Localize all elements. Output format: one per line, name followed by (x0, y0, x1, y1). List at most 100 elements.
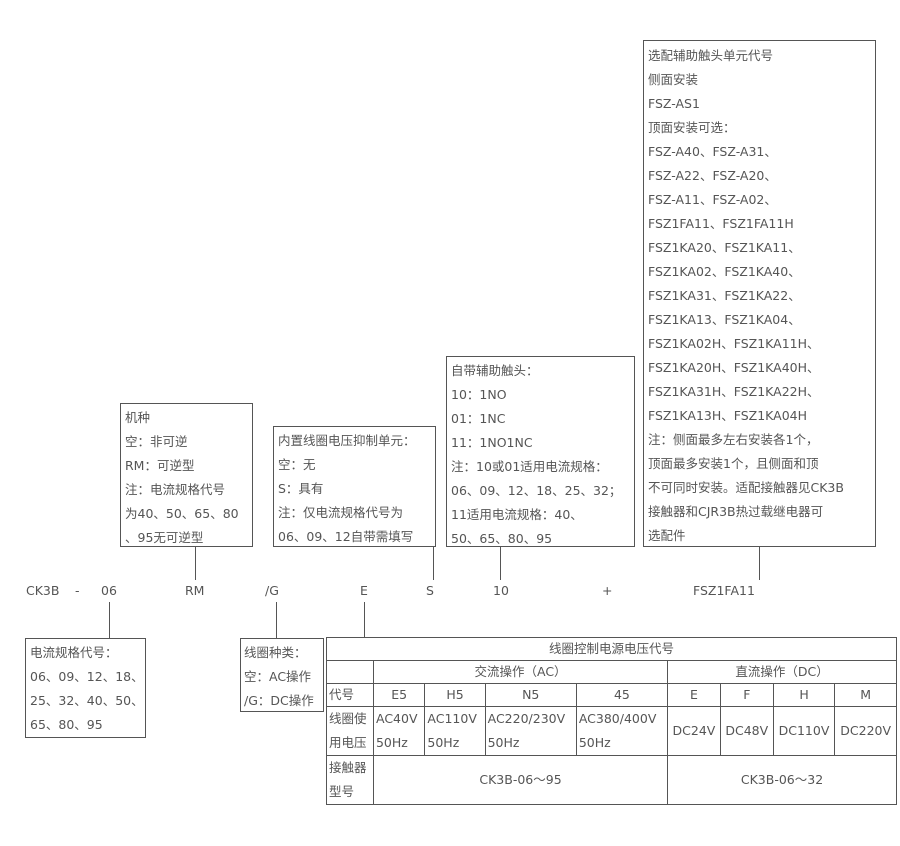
text-line: 电流规格代号： (30, 645, 118, 660)
connector (433, 546, 434, 580)
ac-model: CK3B-06～95 (372, 755, 669, 805)
text-line: AC380/400V (578, 711, 657, 726)
text-line: AC40V (375, 711, 418, 726)
code-voltage: E (360, 583, 368, 598)
text-line: FSZ-A40、FSZ-A31、 (648, 144, 777, 159)
text-line: FSZ1KA13H、FSZ1KA04H (648, 408, 808, 423)
text-line: 型号 (329, 784, 355, 799)
box-aux-contact: 自带辅助触头： 10：1NO 01：1NC 11：1NO1NC 注：10或01适用电流规… (446, 356, 635, 547)
code-aux: 10 (493, 583, 509, 598)
voltage-cell: DC24V (667, 706, 721, 756)
text-line: 、95无可逆型 (125, 530, 204, 545)
connector (759, 546, 760, 580)
text-line: 注：仅电流规格代号为 (278, 505, 404, 520)
text-line: AC220/230V (487, 711, 566, 726)
text-line: FSZ1KA02、FSZ1KA40、 (648, 264, 801, 279)
code-optional: FSZ1FA11 (693, 583, 755, 598)
text-line: 注：10或01适用电流规格： (451, 459, 608, 474)
dc-header: 直流操作（DC） (667, 660, 897, 684)
code-cell: E5 (372, 683, 426, 707)
text-line: FSZ-A11、FSZ-A02、 (648, 192, 777, 207)
text-line: FSZ1KA31H、FSZ1KA22H、 (648, 384, 820, 399)
voltage-cell: AC110V 50Hz (424, 706, 486, 756)
voltage-cell: DC220V (834, 706, 897, 756)
connector (109, 602, 110, 638)
code-suppressor: S (426, 583, 434, 598)
text-line: 接触器 (329, 760, 367, 775)
text-line: 接触器和CJR3B热过载继电器可 (648, 504, 824, 519)
text-line: 25、32、40、50、 (30, 693, 144, 708)
text-line: 线圈种类： (244, 645, 307, 660)
text-line: 顶面安装可选： (648, 120, 736, 135)
connector (276, 602, 277, 638)
text-line: 内置线圈电压抑制单元： (278, 433, 416, 448)
text-line: 空：无 (278, 457, 316, 472)
box-current-code: 电流规格代号： 06、09、12、18、 25、32、40、50、 65、80、95 (25, 638, 146, 738)
code-current: 06 (101, 583, 117, 598)
text-line: 50Hz (578, 735, 611, 750)
code-label: 代号 (326, 683, 374, 707)
voltage-cell: AC220/230V 50Hz (484, 706, 577, 756)
text-line: 11适用电流规格：40、 (451, 507, 583, 522)
voltage-cell: AC380/400V 50Hz (575, 706, 669, 756)
text-line: FSZ1KA31、FSZ1KA22、 (648, 288, 801, 303)
text-line: 11：1NO1NC (451, 435, 533, 450)
text-line: 06、09、12、18、25、32； (451, 483, 622, 498)
code-cell: H5 (424, 683, 486, 707)
text-line: 注：电流规格代号 (125, 482, 226, 497)
code-cell: 45 (575, 683, 669, 707)
model-label: 接触器 型号 (326, 755, 374, 805)
text-line: FSZ1FA11、FSZ1FA11H (648, 216, 794, 231)
text-line: 10：1NO (451, 387, 507, 402)
code-cell: M (834, 683, 897, 707)
text-line: 65、80、95 (30, 717, 103, 732)
text-line: 用电压 (329, 735, 367, 750)
text-line: 选配件 (648, 528, 686, 543)
text-line: 50Hz (487, 735, 520, 750)
box-coil-type: 线圈种类： 空：AC操作/G：DC操作 (240, 638, 324, 712)
text-line: 注：侧面最多左右安装各1个， (648, 432, 819, 447)
text-line: 50Hz (375, 735, 408, 750)
connector (364, 602, 365, 637)
box-suppressor: 内置线圈电压抑制单元： 空：无 S：具有注：仅电流规格代号为 06、09、12自带需填… (273, 426, 436, 547)
empty-cell (326, 660, 374, 684)
code-plus: + (602, 583, 613, 598)
code-type: RM (185, 583, 205, 598)
code-cell: F (719, 683, 774, 707)
text-line: FSZ1KA13、FSZ1KA04、 (648, 312, 801, 327)
coil-voltage-table: 线圈控制电源电压代号 交流操作（AC） 直流操作（DC） 代号 E5 H5 N5… (326, 637, 897, 805)
text-line: 自带辅助触头： (451, 363, 539, 378)
code-cell: N5 (484, 683, 577, 707)
text-line: FSZ1KA02H、FSZ1KA11H、 (648, 336, 820, 351)
text-line: AC110V (427, 711, 477, 726)
text-line: 01：1NC (451, 411, 506, 426)
box-type: 机种空：非可逆 RM：可逆型注：电流规格代号 为40、50、65、80 、95无可逆型 (120, 403, 253, 547)
table-title: 线圈控制电源电压代号 (326, 637, 897, 661)
code-cell: E (667, 683, 721, 707)
box-optional-aux: 选配辅助触头单元代号 侧面安装 FSZ-AS1 顶面安装可选： FSZ-A40、FSZ-… (643, 40, 876, 547)
text-line: 空：非可逆 (125, 434, 188, 449)
code-dash: - (75, 583, 80, 598)
connector (195, 546, 196, 580)
text-line: S：具有 (278, 481, 324, 496)
code-series: CK3B (26, 583, 60, 598)
voltage-cell: DC48V (719, 706, 774, 756)
ac-header: 交流操作（AC） (372, 660, 669, 684)
text-line: 50Hz (427, 735, 460, 750)
voltage-cell: DC110V (772, 706, 836, 756)
text-line: 为40、50、65、80 (125, 506, 239, 521)
text-line: /G：DC操作 (244, 693, 314, 708)
text-line: 不可同时安装。适配接触器见CK3B (648, 480, 844, 495)
text-line: FSZ-A22、FSZ-A20、 (648, 168, 777, 183)
code-coil-type: /G (265, 583, 279, 598)
text-line: 空：AC操作 (244, 669, 312, 684)
text-line: 机种 (125, 410, 151, 425)
text-line: 侧面安装 (648, 72, 699, 87)
text-line: RM：可逆型 (125, 458, 195, 473)
text-line: 50、65、80、95 (451, 531, 553, 546)
voltage-label: 线圈使 用电压 (326, 706, 374, 756)
text-line: 06、09、12自带需填写 (278, 529, 414, 544)
dc-model: CK3B-06～32 (667, 755, 897, 805)
text-line: FSZ1KA20、FSZ1KA11、 (648, 240, 801, 255)
text-line: 线圈使 (329, 711, 367, 726)
